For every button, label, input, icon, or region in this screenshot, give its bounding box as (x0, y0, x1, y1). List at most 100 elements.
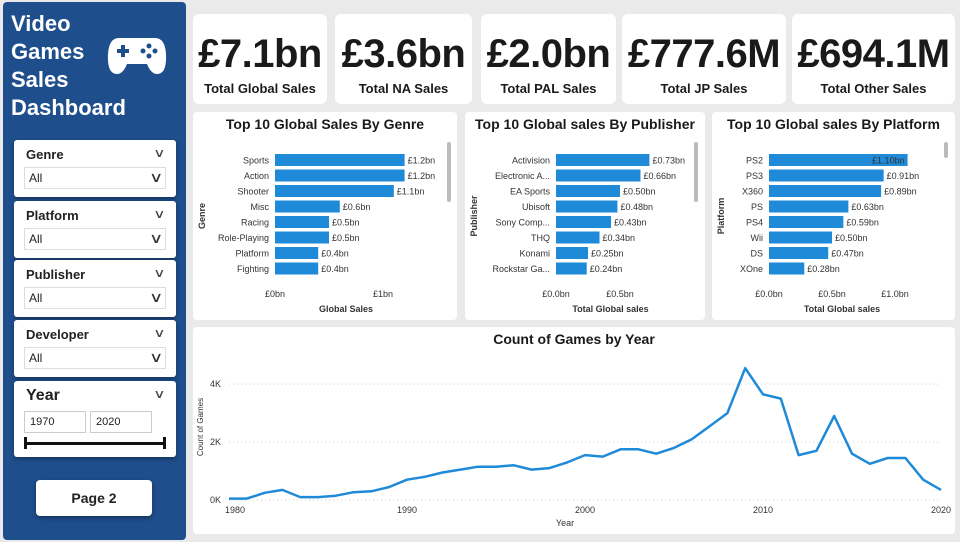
year-slicer[interactable]: Year ∨ 1970 2020 (14, 381, 176, 457)
chart-scrollbar[interactable] (944, 142, 948, 158)
developer-dropdown[interactable]: All ∨ (24, 347, 166, 369)
data-label: £0.50bn (623, 187, 656, 197)
chevron-down-icon: ∨ (148, 349, 164, 365)
publisher-slicer[interactable]: Publisher ∨ All ∨ (14, 260, 176, 317)
x-tick-label: £0.5bn (606, 289, 634, 299)
year-from-input[interactable]: 1970 (24, 411, 86, 433)
x-axis-label: Total Global sales (804, 304, 880, 314)
genre-slicer[interactable]: Genre ∨ All ∨ (14, 140, 176, 197)
bar (556, 154, 650, 166)
x-tick-label: £0.0bn (755, 289, 783, 299)
data-label: £0.43bn (614, 218, 647, 228)
data-label: £0.28bn (807, 264, 840, 274)
kpi-card-global: £7.1bn Total Global Sales (193, 14, 327, 104)
genre-dropdown[interactable]: All ∨ (24, 167, 166, 189)
data-label: £0.4bn (321, 249, 349, 259)
bar (556, 247, 588, 259)
bar (275, 169, 405, 182)
data-label: £0.24bn (590, 264, 623, 274)
kpi-label: Total PAL Sales (500, 81, 597, 96)
platform-slicer[interactable]: Platform ∨ All ∨ (14, 201, 176, 258)
category-label: Sony Comp... (495, 218, 550, 228)
page-2-button[interactable]: Page 2 (36, 480, 152, 516)
chart-scrollbar[interactable] (694, 142, 698, 202)
chart-title: Top 10 Global sales By Platform (727, 116, 940, 132)
dropdown-value: All (29, 232, 43, 246)
chevron-down-icon[interactable]: ∨ (153, 266, 166, 280)
bar (275, 154, 405, 166)
y-axis-label: Genre (197, 203, 207, 229)
platform-dropdown[interactable]: All ∨ (24, 228, 166, 250)
category-label: PS2 (746, 156, 763, 166)
chart-title: Top 10 Global sales By Publisher (475, 116, 695, 132)
bar (275, 200, 340, 213)
data-label: £0.34bn (603, 233, 636, 243)
x-tick-label: 1990 (397, 505, 417, 515)
x-axis-label: Total Global sales (572, 304, 648, 314)
x-tick-label: 1980 (225, 505, 245, 515)
category-label: Misc (251, 202, 270, 212)
data-label: £0.4bn (321, 264, 349, 274)
y-tick-label: 0K (210, 495, 221, 505)
bar (556, 200, 618, 213)
category-label: Activision (512, 156, 550, 166)
title-line: Games (11, 39, 85, 64)
x-axis-label: Year (556, 518, 574, 528)
gamepad-icon (107, 38, 167, 74)
chevron-down-icon: ∨ (148, 230, 164, 246)
chevron-down-icon[interactable]: ∨ (153, 146, 166, 160)
kpi-value: £7.1bn (198, 32, 322, 76)
category-label: Racing (241, 218, 269, 228)
kpi-value: £694.1M (797, 32, 950, 76)
developer-slicer[interactable]: Developer ∨ All ∨ (14, 320, 176, 377)
bar (556, 262, 587, 275)
data-label: £0.5bn (332, 233, 360, 243)
platform-sales-chart: PS2 £1.10bn PS3 £0.91bn X360 £0.89bn PS £0.63bn… (712, 112, 955, 320)
y-axis-label: Publisher (469, 195, 479, 237)
category-label: DS (750, 249, 763, 259)
publisher-dropdown[interactable]: All ∨ (24, 287, 166, 309)
data-label: £0.89bn (884, 187, 917, 197)
title-line: Video (11, 11, 71, 36)
chart-title: Count of Games by Year (493, 331, 655, 347)
bar (769, 200, 849, 213)
bar (769, 216, 844, 228)
games-by-year-chart: 0K 2K 4K 1980 1990 2000 2010 2020 Year Count of G… (193, 327, 955, 534)
chevron-down-icon[interactable]: ∨ (153, 207, 166, 221)
x-tick-label: £1.0bn (881, 289, 909, 299)
chevron-down-icon[interactable]: ∨ (153, 326, 166, 340)
bar (769, 185, 882, 197)
data-label: £1.10bn (872, 156, 905, 166)
category-label: Rockstar Ga... (492, 264, 550, 274)
year-to-input[interactable]: 2020 (90, 411, 152, 433)
publisher-sales-chart: Activision £0.73bn Electronic A... £0.66bn E… (465, 112, 705, 320)
category-label: Platform (235, 249, 269, 259)
bar (556, 169, 641, 182)
sidebar: Video Games Sales Dashboard Genre ∨ All … (3, 2, 186, 540)
kpi-card-jp: £777.6M Total JP Sales (622, 14, 786, 104)
category-label: Electronic A... (495, 171, 550, 181)
data-label: £1.1bn (397, 187, 425, 197)
chart-scrollbar[interactable] (447, 142, 451, 202)
category-label: THQ (531, 233, 550, 243)
category-label: XOne (740, 264, 763, 274)
bar (275, 262, 319, 275)
year-range-track[interactable] (24, 442, 166, 445)
category-label: EA Sports (510, 187, 551, 197)
kpi-card-pal: £2.0bn Total PAL Sales (481, 14, 616, 104)
kpi-value: £777.6M (627, 32, 781, 76)
category-label: PS3 (746, 171, 763, 181)
chevron-down-icon[interactable]: ∨ (153, 387, 166, 401)
category-label: Fighting (237, 264, 269, 274)
bar (769, 169, 884, 182)
year-range-start-handle[interactable] (24, 437, 27, 449)
year-range-end-handle[interactable] (163, 437, 166, 449)
data-label: £1.2bn (408, 156, 436, 166)
data-label: £0.6bn (343, 202, 371, 212)
data-label: £0.73bn (652, 156, 685, 166)
category-label: Sports (243, 156, 270, 166)
bar (556, 216, 612, 228)
data-label: £0.50bn (835, 233, 868, 243)
dashboard-title: Video Games Sales Dashboard (11, 10, 126, 122)
